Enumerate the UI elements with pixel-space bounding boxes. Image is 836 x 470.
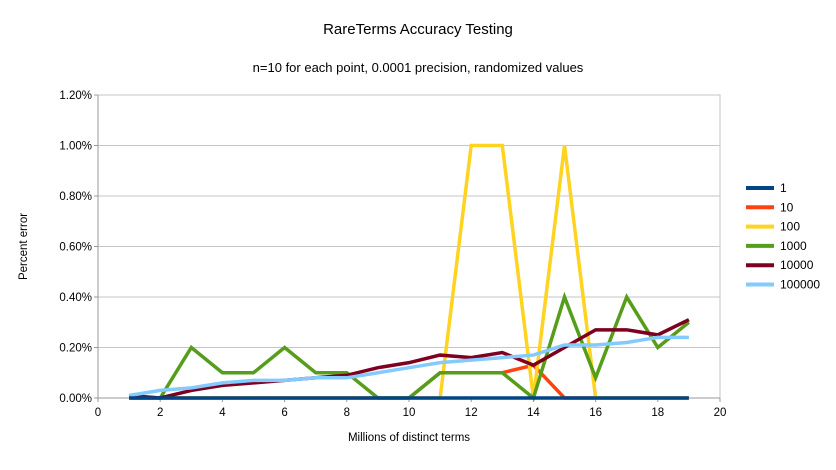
y-tick-label: 0.80% — [59, 191, 92, 203]
legend-label-1000: 1000 — [780, 239, 807, 253]
y-tick-label: 1.00% — [59, 141, 92, 153]
x-axis-title: Millions of distinct terms — [348, 432, 470, 444]
y-tick-label: 0.60% — [59, 242, 92, 254]
x-tick-label: 2 — [157, 407, 163, 419]
y-tick-label: 0.00% — [59, 393, 92, 405]
series-line-100 — [129, 143, 689, 400]
chart-subtitle: n=10 for each point, 0.0001 precision, r… — [252, 60, 584, 75]
chart-title: RareTerms Accuracy Testing — [323, 21, 513, 38]
legend-label-10: 10 — [780, 200, 794, 214]
x-tick-label: 8 — [344, 407, 350, 419]
y-tick-label: 1.20% — [59, 90, 92, 102]
y-axis-title: Percent error — [18, 213, 30, 280]
x-tick-label: 0 — [95, 407, 101, 419]
x-tick-label: 6 — [281, 407, 287, 419]
x-tick-label: 12 — [465, 407, 478, 419]
x-tick-label: 20 — [714, 407, 727, 419]
y-tick-label: 0.40% — [59, 292, 92, 304]
series-line-10000 — [128, 318, 690, 400]
x-tick-label: 16 — [589, 407, 602, 419]
legend-label-10000: 10000 — [780, 258, 814, 272]
legend-label-1: 1 — [780, 181, 787, 195]
series-line-100000 — [128, 335, 689, 398]
legend-label-100: 100 — [780, 220, 800, 234]
series-line-10 — [129, 363, 689, 400]
x-tick-label: 14 — [527, 407, 540, 419]
x-tick-label: 10 — [403, 407, 416, 419]
y-tick-label: 0.20% — [59, 343, 92, 355]
x-tick-label: 18 — [651, 407, 664, 419]
legend-label-100000: 100000 — [780, 278, 820, 292]
x-tick-label: 4 — [219, 407, 226, 419]
